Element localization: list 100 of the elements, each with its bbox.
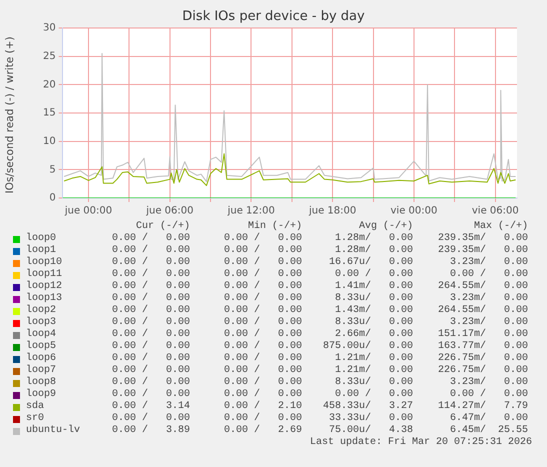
text: 0.00 / 2.10: [224, 401, 302, 412]
y-tick-label: 20: [42, 79, 56, 90]
text: 0.00 / 0.00: [334, 269, 413, 280]
text: 0.00 / 0.00: [450, 389, 528, 400]
x-tick-label: jue 06:00: [145, 206, 194, 217]
text: 0.00 / 0.00: [450, 269, 528, 280]
text: 264.55m/ 0.00: [438, 281, 528, 292]
text: 0.00 / 0.00: [224, 365, 302, 376]
text: 0.00 / 0.00: [112, 257, 190, 268]
text: 8.33u/ 0.00: [334, 377, 413, 388]
y-tick-label: 0: [49, 192, 56, 204]
text: 0.00 / 0.00: [334, 389, 413, 400]
text: 0.00 / 0.00: [112, 389, 190, 400]
text: 0.00 / 0.00: [224, 377, 302, 388]
text: Avg (-/+): [358, 221, 413, 232]
text: 239.35m/ 0.00: [438, 245, 528, 256]
x-tick-label: jue 18:00: [308, 206, 356, 217]
text: Cur (-/+): [136, 221, 190, 232]
legend-label: loop0: [26, 233, 56, 244]
text: 0.00 / 0.00: [224, 245, 302, 256]
legend-label: loop2: [26, 305, 56, 316]
y-tick-label: 15: [42, 108, 56, 119]
text: 0.00 / 0.00: [112, 365, 190, 376]
text: 6.47m/ 0.00: [450, 413, 528, 424]
text: 0.00 / 0.00: [112, 329, 190, 340]
text: 3.23m/ 0.00: [450, 257, 528, 268]
y-tick-label: 10: [42, 136, 56, 147]
text: 0.00 / 0.00: [224, 233, 302, 244]
text: 264.55m/ 0.00: [438, 305, 528, 316]
legend-label: ubuntu-lv: [26, 425, 80, 437]
text: Max (-/+): [474, 221, 528, 232]
text: 0.00 / 0.00: [112, 269, 190, 280]
text: 0.00 / 0.00: [112, 281, 190, 292]
text: 8.33u/ 0.00: [334, 317, 413, 328]
text: 151.17m/ 0.00: [438, 329, 528, 340]
text: 0.00 / 0.00: [224, 317, 302, 328]
legend-label: sda: [26, 401, 44, 413]
text: 0.00 / 0.00: [112, 317, 190, 328]
text: 0.00 / 0.00: [112, 233, 190, 244]
text: 0.00 / 0.00: [112, 341, 190, 352]
y-tick-label: 25: [42, 50, 56, 62]
x-tick-label: vie 06:00: [472, 206, 519, 217]
text: 226.75m/ 0.00: [438, 365, 528, 376]
legend-label: loop10: [26, 257, 62, 268]
legend-label: loop8: [26, 377, 56, 388]
text: 2.66m/ 0.00: [334, 329, 413, 340]
text: 0.00 / 0.00: [112, 293, 190, 304]
text: 0.00 / 0.00: [224, 329, 302, 340]
text: 0.00 / 0.00: [224, 353, 302, 364]
text: 3.23m/ 0.00: [450, 377, 528, 388]
text: 458.33u/ 3.27: [322, 401, 413, 412]
legend-label: loop5: [26, 341, 56, 352]
x-tick-label: jue 00:00: [64, 206, 112, 217]
legend-label: sr0: [26, 413, 44, 424]
text: 33.33u/ 0.00: [328, 413, 413, 424]
legend-label: loop3: [26, 317, 56, 328]
text: 8.33u/ 0.00: [334, 293, 413, 304]
text: 0.00 / 3.14: [112, 401, 190, 412]
text: 0.00 / 0.00: [224, 257, 302, 268]
y-tick-label: 30: [42, 22, 56, 34]
text: 163.77m/ 0.00: [438, 341, 528, 352]
text: 114.27m/ 7.79: [438, 401, 528, 412]
text: 6.45m/ 25.55: [450, 425, 528, 437]
text: 1.28m/ 0.00: [334, 245, 413, 256]
text: 0.00 / 0.00: [224, 293, 302, 304]
text: 1.21m/ 0.00: [334, 365, 413, 376]
text: 0.00 / 0.00: [224, 305, 302, 316]
text: 0.00 / 0.00: [224, 389, 302, 400]
text: 0.00 / 0.00: [112, 305, 190, 316]
legend-label: loop1: [26, 245, 56, 256]
x-tick-label: vie 00:00: [390, 206, 438, 217]
x-tick-label: jue 12:00: [226, 206, 275, 217]
y-tick-label: 5: [49, 164, 56, 176]
text: 0.00 / 0.00: [112, 353, 190, 364]
text: 226.75m/ 0.00: [438, 353, 528, 364]
text: 1.21m/ 0.00: [334, 353, 413, 364]
text: 16.67u/ 0.00: [328, 257, 413, 268]
text: 0.00 / 2.69: [224, 425, 302, 437]
text: 0.00 / 0.00: [224, 269, 302, 280]
text: 0.00 / 0.00: [112, 245, 190, 256]
text: 0.00 / 0.00: [224, 341, 302, 352]
legend-label: loop7: [26, 365, 56, 376]
text: Last update: Fri Mar 20 07:25:31 2026: [310, 437, 532, 449]
text: 1.43m/ 0.00: [334, 305, 413, 316]
text: 1.28m/ 0.00: [334, 233, 413, 244]
chart-title: Disk IOs per device - by day: [181, 9, 366, 24]
text: 3.23m/ 0.00: [450, 317, 528, 328]
y-axis-title: IOs/second read (-) / write (+): [4, 36, 16, 194]
text: 0.00 / 3.89: [112, 425, 190, 437]
legend-label: loop11: [26, 269, 62, 280]
text: 0.00 / 0.00: [112, 377, 190, 388]
text: Min (-/+): [248, 221, 302, 232]
legend-label: loop6: [26, 353, 56, 364]
text: 875.00u/ 0.00: [322, 341, 413, 352]
legend-label: loop12: [26, 281, 62, 292]
text: 1.41m/ 0.00: [334, 281, 413, 292]
text: 3.23m/ 0.00: [450, 293, 528, 304]
legend-label: loop13: [26, 293, 62, 304]
text: 0.00 / 0.00: [224, 281, 302, 292]
legend-label: loop4: [26, 329, 56, 340]
